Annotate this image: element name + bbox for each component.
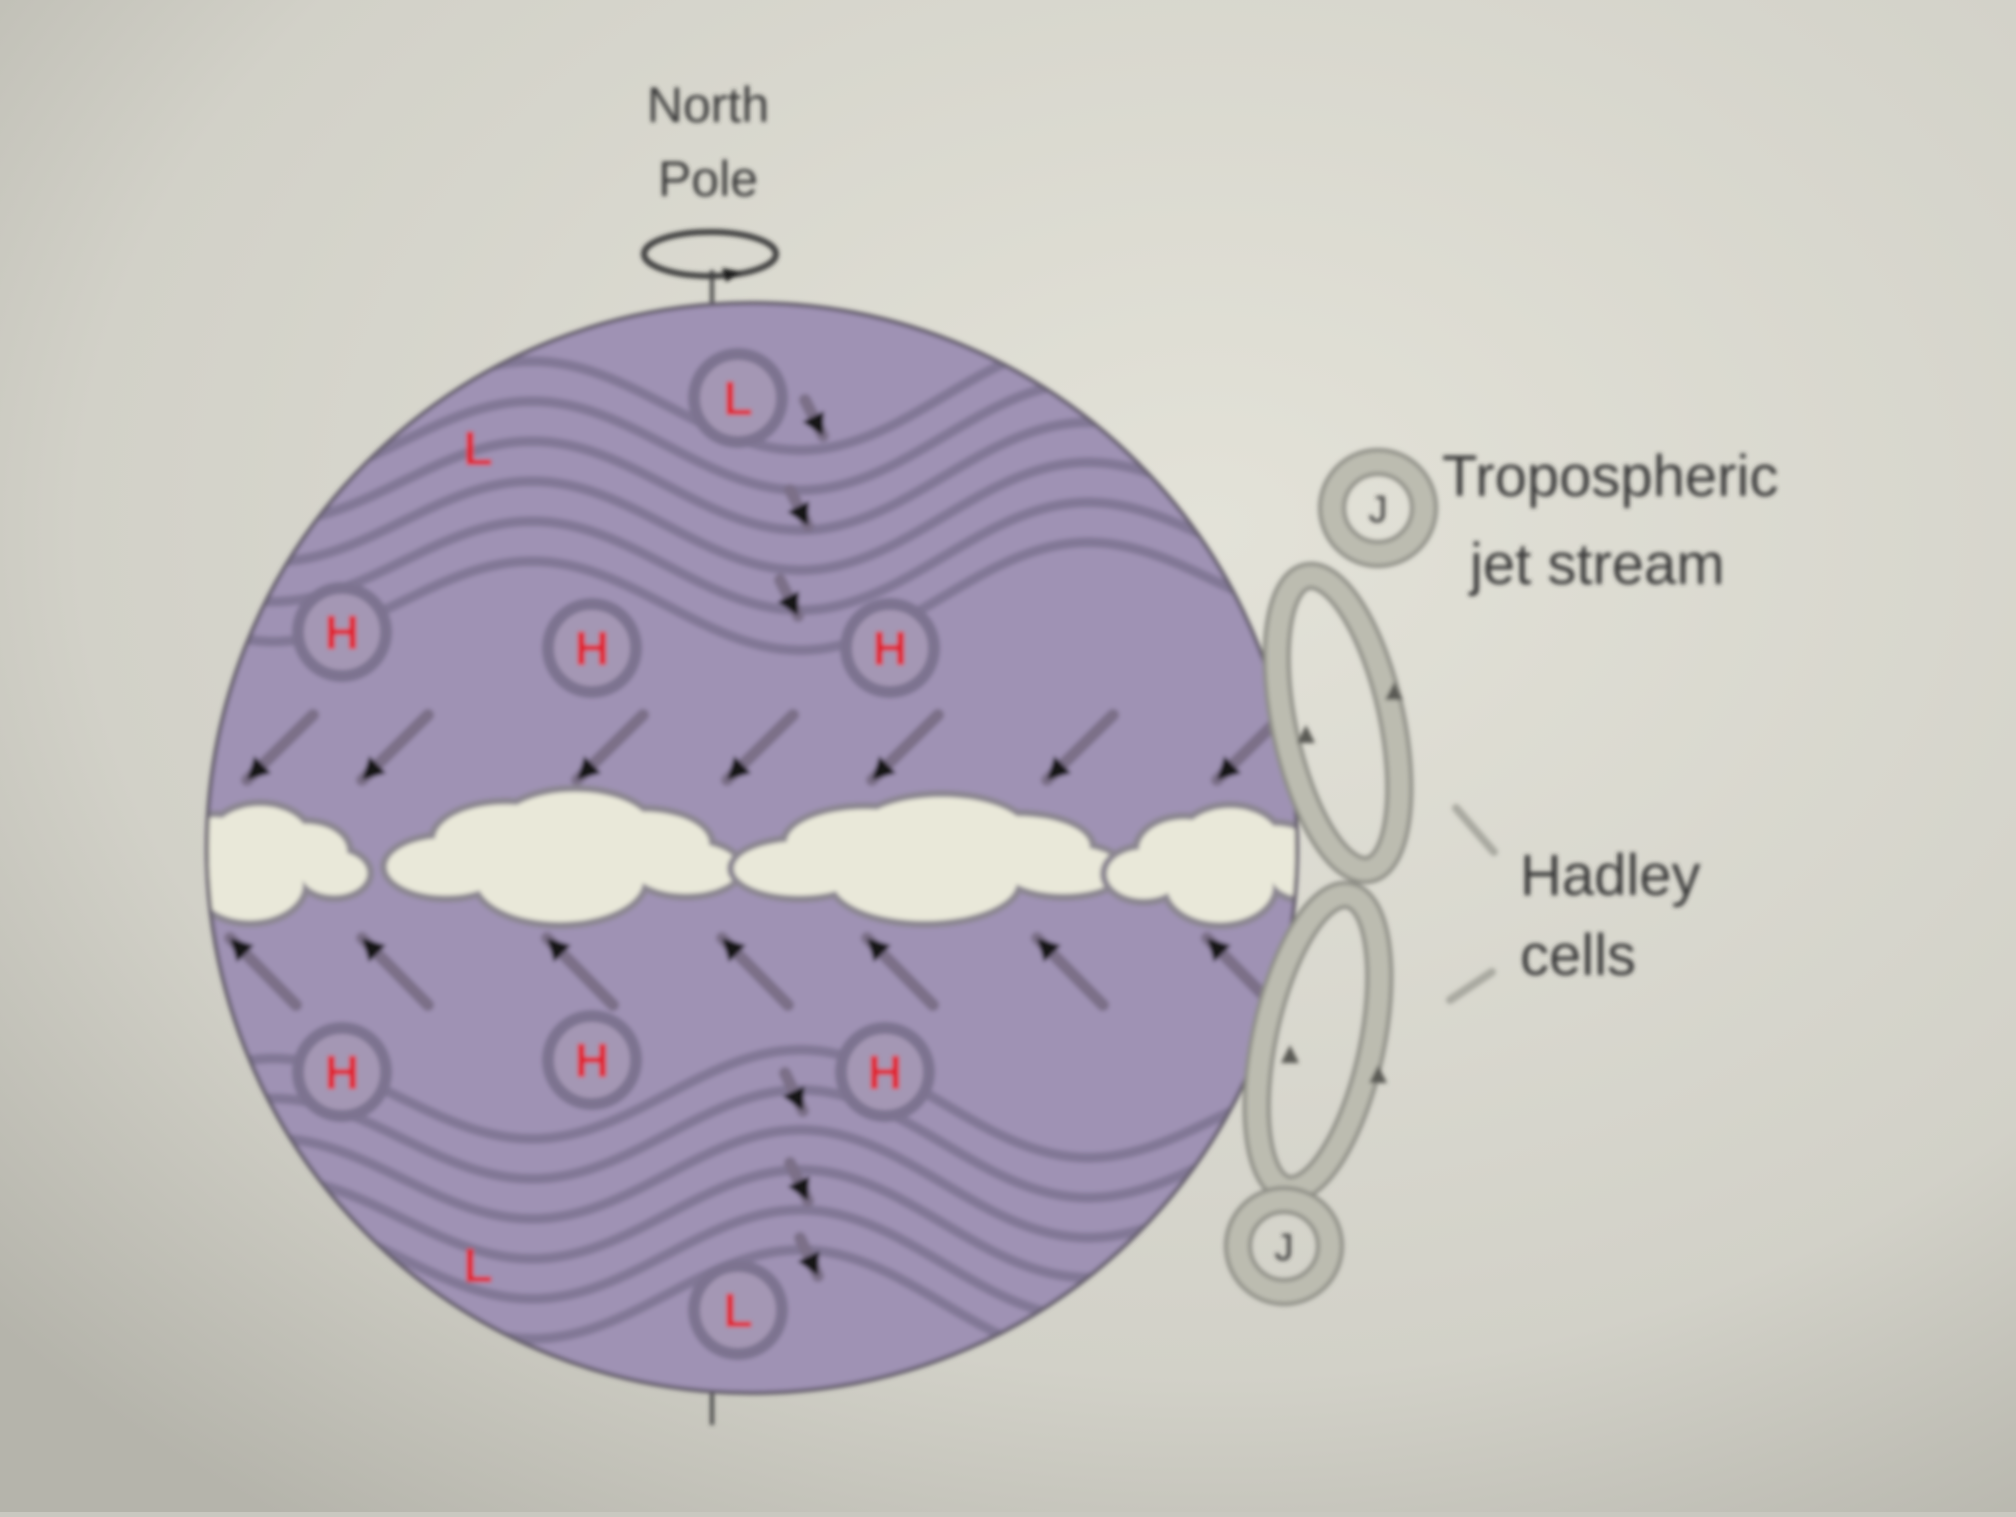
loop-direction-arrow — [1297, 725, 1315, 743]
jet-stream-marker-south: J — [1224, 1186, 1344, 1306]
low-pressure-marker-letter: L — [463, 423, 492, 476]
front-arrow-south — [787, 1176, 810, 1201]
isobar-south — [209, 1084, 1295, 1203]
high-pressure-marker: H — [542, 1010, 642, 1110]
hadley-cell-upper — [1262, 561, 1414, 885]
high-pressure-marker-letter: H — [868, 1047, 903, 1100]
high-pressure-marker-letter: H — [325, 607, 360, 660]
low-pressure-marker-letter: L — [723, 1285, 752, 1338]
front-arrow-south — [782, 1086, 805, 1111]
high-pressure-marker-letter: H — [325, 1047, 360, 1100]
trade-wind-arrow-south — [230, 938, 254, 963]
hadley-label-line2: cells — [1520, 923, 1636, 988]
high-pressure-marker: H — [542, 598, 642, 698]
pressure-markers: H H H H H H L L L L — [292, 348, 940, 1360]
trade-wind-arrow-north — [1217, 756, 1242, 780]
low-pressure-marker-letter: L — [463, 1240, 492, 1293]
cloud — [209, 799, 374, 928]
front-arrow-south — [797, 1251, 820, 1276]
loop-direction-arrow — [1385, 682, 1403, 700]
high-pressure-marker-letter: H — [575, 1035, 610, 1088]
jet-stream-marker-north-letter: J — [1369, 489, 1388, 531]
jet-stream-label-line2: jet stream — [1468, 532, 1725, 597]
front-arrow-north — [787, 501, 809, 526]
trade-wind-arrow-south — [547, 938, 571, 963]
front-arrow-north — [777, 591, 799, 616]
trade-wind-arrow-south — [1207, 938, 1231, 963]
north-pole-label-line1: North — [647, 77, 769, 133]
high-pressure-marker-letter: H — [873, 623, 908, 676]
cloud — [727, 790, 1130, 928]
high-pressure-marker: H — [292, 1022, 392, 1122]
trade-wind-arrow-south — [362, 938, 386, 963]
trade-wind-arrow-south — [867, 938, 891, 963]
trade-wind-arrows — [224, 709, 1289, 1011]
cloud — [380, 784, 746, 929]
jet-stream-marker-south-letter: J — [1275, 1227, 1294, 1269]
trade-wind-arrow-north — [727, 756, 752, 780]
isobar-north — [209, 497, 1295, 616]
frontal-arrows — [774, 394, 829, 1282]
high-pressure-marker: H — [292, 582, 392, 682]
trade-wind-arrow-north — [247, 756, 272, 780]
low-pressure-marker: L — [463, 1240, 492, 1293]
high-pressure-marker-letter: H — [575, 623, 610, 676]
trade-wind-arrow-south — [1037, 938, 1061, 963]
loop-direction-arrow — [1281, 1045, 1299, 1063]
trade-wind-arrow-south — [722, 938, 746, 963]
north-pole-label-line2: Pole — [658, 151, 758, 207]
hadley-callout-lower — [1446, 968, 1496, 1004]
hadley-callout-upper — [1452, 804, 1498, 856]
jet-stream-marker-north: J — [1318, 448, 1438, 568]
cloud — [1100, 801, 1295, 930]
polar-rotation-arrow — [722, 268, 742, 282]
equatorial-clouds — [209, 784, 1295, 930]
high-pressure-marker: H — [840, 598, 940, 698]
isobar-south — [209, 1124, 1295, 1243]
front-arrow-north — [802, 411, 824, 436]
loop-direction-arrow — [1369, 1065, 1387, 1083]
trade-wind-arrow-north — [872, 756, 897, 780]
low-pressure-marker: L — [688, 348, 788, 448]
isobar-north — [209, 457, 1295, 576]
jet-stream-label-line1: Tropospheric — [1442, 444, 1778, 509]
trade-wind-arrow-north — [1047, 756, 1072, 780]
low-pressure-marker: L — [463, 423, 492, 476]
trade-wind-arrow-north — [362, 756, 387, 780]
polar-rotation-ring — [641, 229, 779, 279]
low-pressure-marker-letter: L — [723, 373, 752, 426]
hadley-cell-loops: JJ — [1224, 448, 1438, 1306]
hadley-label-line1: Hadley — [1520, 843, 1701, 908]
globe-outline — [205, 301, 1299, 1395]
high-pressure-marker: H — [835, 1022, 935, 1122]
low-pressure-marker: L — [688, 1260, 788, 1360]
trade-wind-arrow-north — [577, 756, 602, 780]
